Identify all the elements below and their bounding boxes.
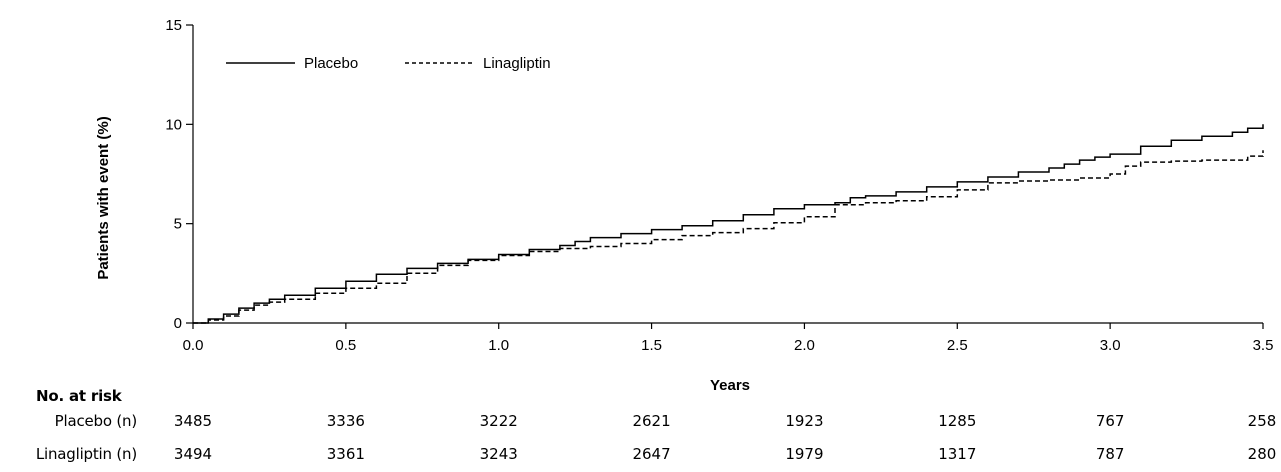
x-tick-label: 0.5 <box>335 337 356 354</box>
risk-cell: 3361 <box>326 445 365 463</box>
risk-row-label: Linagliptin (n) <box>35 445 137 463</box>
risk-cell: 280 <box>1247 445 1277 463</box>
risk-cell: 1317 <box>938 445 977 463</box>
risk-row-label: Placebo (n) <box>54 412 138 430</box>
x-tick-label: 1.0 <box>488 337 509 354</box>
series-layer <box>193 124 1264 324</box>
x-tick-label: 2.0 <box>794 337 815 354</box>
y-tick-label: 5 <box>174 216 182 233</box>
risk-cell: 2647 <box>632 445 671 463</box>
risk-cell: 1979 <box>785 445 824 463</box>
y-tick-label: 15 <box>165 17 182 34</box>
risk-cell: 3485 <box>173 412 213 430</box>
y-axis-title: Patients with event (%) <box>95 116 112 279</box>
risk-cell: 3336 <box>326 412 365 430</box>
x-tick-label: 0.0 <box>183 337 204 354</box>
risk-cell: 3222 <box>479 412 518 430</box>
x-axis-title: Years <box>710 377 750 394</box>
axes <box>186 24 1264 329</box>
legend-label-placebo: Placebo <box>304 55 358 72</box>
risk-cell: 3494 <box>173 445 213 463</box>
risk-cell: 3243 <box>479 445 518 463</box>
legend: Placebo Linagliptin <box>226 55 551 72</box>
risk-cell: 767 <box>1095 412 1125 430</box>
x-tick-label: 3.0 <box>1100 337 1121 354</box>
x-tick-label: 2.5 <box>947 337 968 354</box>
legend-label-linagliptin: Linagliptin <box>483 55 551 72</box>
risk-cell: 2621 <box>632 412 671 430</box>
series-line-linagliptin <box>193 150 1264 324</box>
risk-cell: 1923 <box>785 412 824 430</box>
risk-cell: 1285 <box>938 412 977 430</box>
tick-labels: 0 5 10 15 0.0 0.5 1.0 1.5 2.0 2.5 3.0 3.5 <box>165 17 1273 354</box>
x-tick-label: 3.5 <box>1253 337 1274 354</box>
risk-cell: 787 <box>1095 445 1125 463</box>
x-tick-label: 1.5 <box>641 337 662 354</box>
y-tick-label: 0 <box>174 315 182 332</box>
y-tick-label: 10 <box>165 116 182 133</box>
risk-cell: 258 <box>1247 412 1277 430</box>
series-line-placebo <box>193 124 1264 324</box>
risk-table-title: No. at risk <box>36 387 122 405</box>
